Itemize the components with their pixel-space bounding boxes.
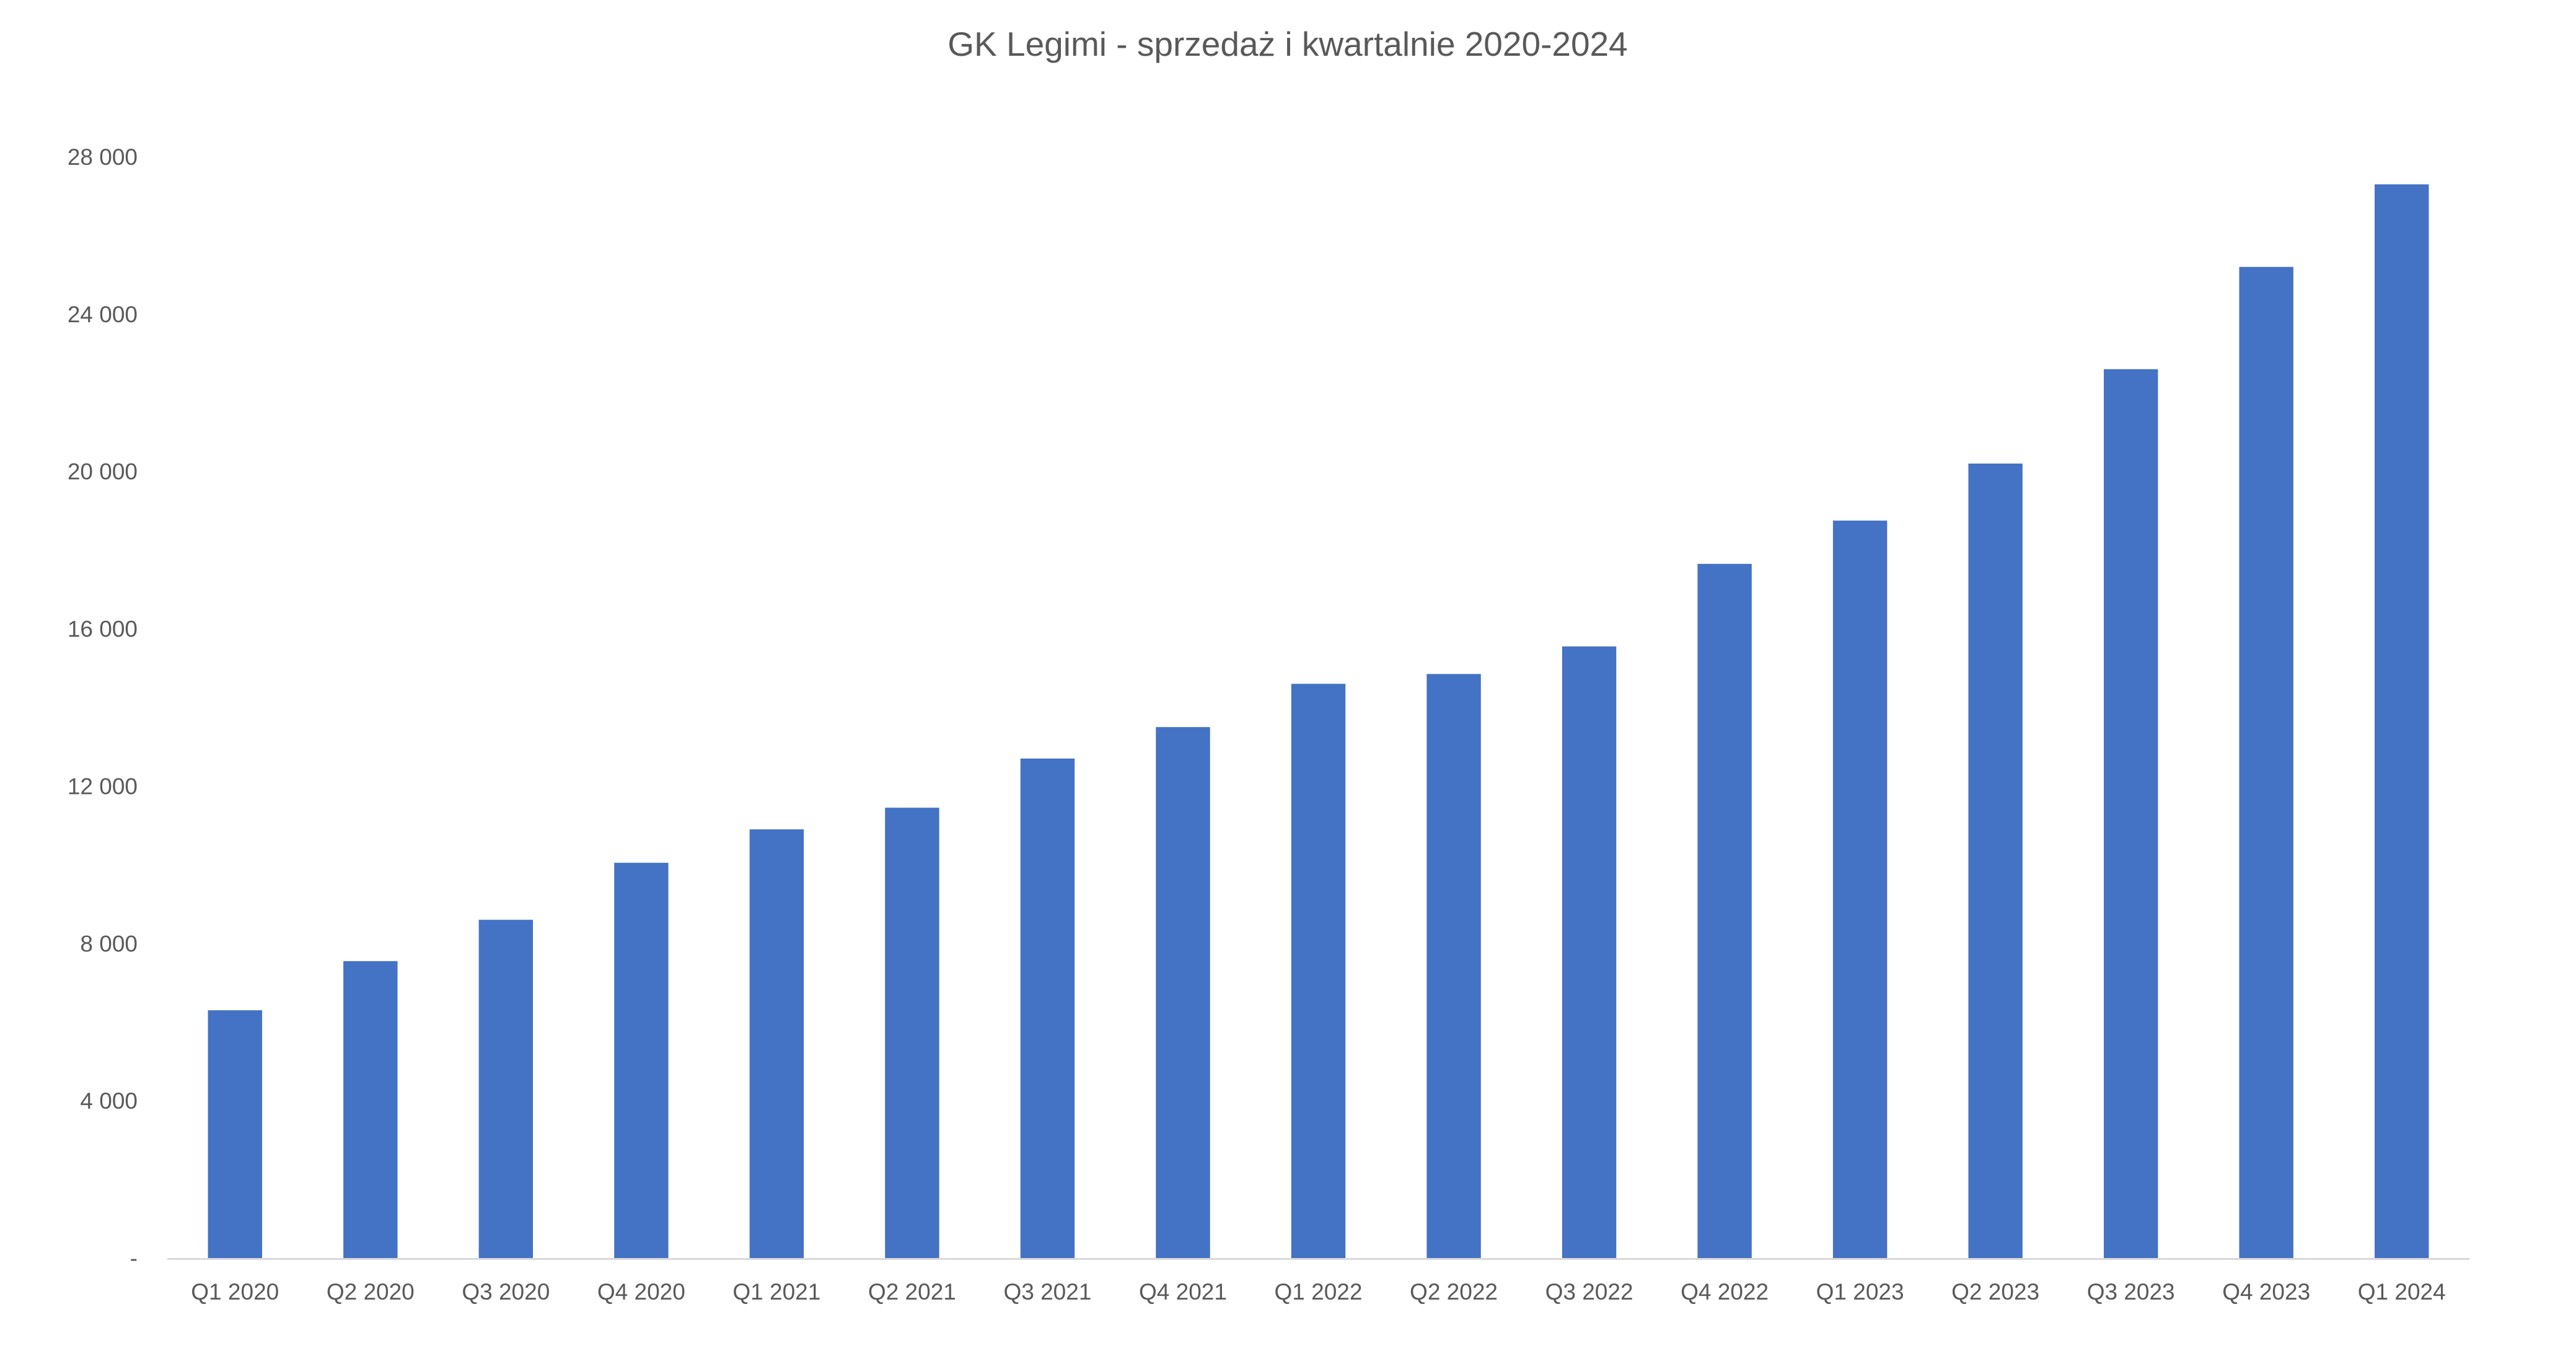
y-tick-label: 4 000 (80, 1088, 138, 1114)
y-tick-label: 8 000 (80, 931, 138, 956)
bar (749, 829, 804, 1258)
y-tick-label: 28 000 (68, 144, 138, 170)
bar (208, 1010, 262, 1258)
x-tick-label: Q3 2022 (1545, 1279, 1633, 1305)
x-tick-label: Q2 2020 (327, 1279, 415, 1305)
x-tick-label: Q1 2024 (2358, 1279, 2446, 1305)
x-tick-label: Q4 2021 (1139, 1279, 1227, 1305)
y-tick-label: 16 000 (68, 617, 138, 642)
x-tick-label: Q4 2023 (2222, 1279, 2310, 1305)
bar (1697, 563, 1752, 1258)
bar-series (208, 184, 2429, 1259)
x-tick-label: Q1 2023 (1816, 1279, 1904, 1305)
x-tick-label: Q1 2020 (191, 1279, 279, 1305)
y-tick-label: 12 000 (68, 773, 138, 799)
y-axis-tick-labels: - 4 000 8 000 12 000 16 000 20 000 24 000 28 00… (68, 144, 138, 1271)
bar (2375, 184, 2429, 1258)
bar (478, 920, 534, 1258)
x-tick-label: Q2 2022 (1410, 1279, 1498, 1305)
x-axis-tick-labels: Q1 2020 Q2 2020 Q3 2020 Q4 2020 Q1 2021 Q2 20… (191, 1279, 2445, 1305)
x-tick-label: Q3 2020 (462, 1279, 550, 1305)
x-tick-label: Q2 2021 (868, 1279, 956, 1305)
x-tick-label: Q3 2023 (2087, 1279, 2175, 1305)
y-tick-label: 24 000 (68, 302, 138, 327)
x-tick-label: Q4 2022 (1681, 1279, 1769, 1305)
bar (1020, 759, 1075, 1258)
bar (1156, 727, 1210, 1258)
bar (1426, 674, 1481, 1258)
bar (614, 863, 669, 1258)
y-tick-label: 20 000 (68, 459, 138, 485)
x-tick-label: Q3 2021 (1003, 1279, 1091, 1305)
x-tick-label: Q2 2023 (1951, 1279, 2039, 1305)
chart-title: GK Legimi - sprzedaż i kwartalnie 2020-2… (947, 25, 1628, 63)
bar (1968, 464, 2023, 1258)
x-tick-label: Q4 2020 (597, 1279, 685, 1305)
x-tick-label: Q1 2022 (1275, 1279, 1363, 1305)
bar (885, 808, 939, 1258)
y-tick-label: - (130, 1246, 138, 1271)
bar (1832, 521, 1888, 1258)
bar (2103, 369, 2158, 1258)
bar (343, 961, 398, 1258)
bar (2239, 266, 2293, 1259)
bar (1562, 646, 1617, 1258)
bar (1291, 684, 1346, 1258)
x-tick-label: Q1 2021 (732, 1279, 820, 1305)
